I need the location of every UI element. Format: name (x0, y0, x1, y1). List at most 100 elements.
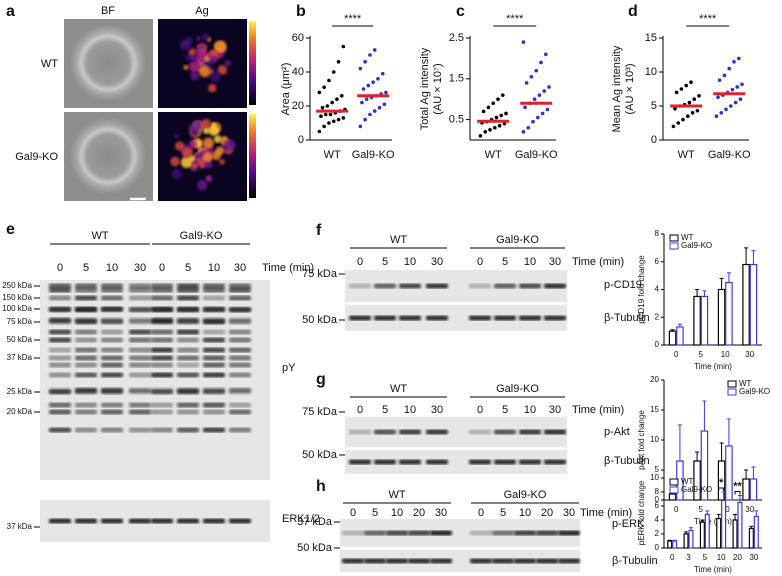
x-axis-label: Time (min) (694, 362, 732, 371)
bar (699, 521, 705, 549)
ag-spot (188, 48, 197, 57)
band (49, 362, 71, 368)
marker-label: 75 kDa (7, 317, 33, 326)
y-tick-label: 20 (292, 100, 304, 112)
legend-label: Gal9-KO (681, 485, 712, 494)
band (129, 372, 151, 378)
band (399, 283, 421, 289)
band (101, 317, 123, 323)
marker-label: 50 kDa (297, 542, 333, 554)
legend-swatch (727, 380, 737, 388)
band (399, 315, 421, 321)
lane-label: 30 (549, 404, 561, 416)
band (101, 518, 123, 524)
band (229, 518, 251, 524)
band (203, 329, 225, 335)
ag-spot (196, 36, 201, 41)
bar (672, 540, 678, 549)
band (177, 337, 199, 343)
annotation-bracket (718, 487, 725, 491)
ag-spot (196, 179, 208, 191)
band (129, 427, 151, 433)
band (49, 329, 71, 335)
marker-label: 20 kDa (7, 407, 33, 416)
band (426, 429, 448, 435)
data-point (341, 44, 346, 49)
data-point (330, 100, 334, 105)
data-point (327, 78, 331, 83)
bar (683, 533, 689, 549)
time-label: Time (min) (572, 256, 624, 268)
data-point (737, 56, 741, 61)
band (75, 295, 97, 301)
lane-label: 30 (431, 256, 443, 268)
row-label: WT (41, 58, 58, 70)
band (349, 459, 371, 465)
band (49, 295, 71, 301)
legend-swatch (669, 478, 679, 486)
ag-spot (195, 56, 204, 64)
data-point (686, 114, 690, 118)
y-tick-label: 0 (298, 134, 304, 146)
band (229, 337, 251, 343)
ag-spot (185, 54, 193, 62)
marker-label: 37 kDa (7, 522, 33, 531)
band (519, 459, 541, 465)
data-point (493, 125, 497, 130)
band (75, 362, 97, 368)
band (229, 372, 251, 378)
band (75, 347, 97, 353)
legend-swatch (669, 234, 679, 242)
band (349, 283, 371, 289)
panel-letter: d (628, 3, 638, 20)
band (49, 347, 71, 353)
data-point (521, 40, 526, 44)
y-tick-label: 40 (292, 66, 304, 78)
y-tick-label: 0 (651, 134, 657, 146)
data-point (544, 52, 548, 57)
bar (668, 493, 677, 501)
colorbar (249, 114, 256, 198)
y-tick-label: 10 (650, 435, 659, 444)
time-label: Time (min) (580, 507, 632, 519)
band (494, 315, 516, 321)
band (470, 558, 492, 564)
blot (40, 280, 270, 480)
ag-spot (201, 118, 211, 129)
data-point (360, 100, 364, 105)
ag-spot (171, 168, 182, 180)
x-tick-label: 10 (717, 553, 726, 562)
bar (748, 527, 754, 549)
x-axis-label: Time (min) (694, 517, 732, 526)
panel-letter: a (6, 3, 15, 20)
band (203, 287, 225, 293)
band (177, 287, 199, 293)
data-point (366, 83, 371, 88)
y-axis-label: Area (μm²) (280, 63, 292, 116)
group-label: Gal9-KO (496, 383, 539, 395)
legend-swatch (669, 486, 679, 494)
bar (753, 515, 759, 549)
data-point (317, 90, 322, 95)
x-tick-label: WT (678, 149, 695, 161)
band (426, 315, 448, 321)
data-point (501, 93, 505, 97)
data-point (483, 130, 488, 134)
band (430, 530, 452, 536)
band (203, 307, 225, 313)
row-label: p-ERK (612, 518, 645, 530)
data-point (714, 114, 719, 118)
band (151, 402, 173, 408)
ag-spot (205, 174, 212, 181)
ag-spot (201, 32, 210, 41)
data-point (358, 124, 363, 129)
band (129, 355, 151, 361)
band (492, 530, 514, 536)
legend-swatch (727, 388, 737, 396)
band (229, 409, 251, 415)
band (558, 558, 580, 564)
data-point (740, 82, 744, 87)
band (544, 315, 566, 321)
band (519, 315, 541, 321)
y-tick-label: 6 (655, 501, 660, 510)
